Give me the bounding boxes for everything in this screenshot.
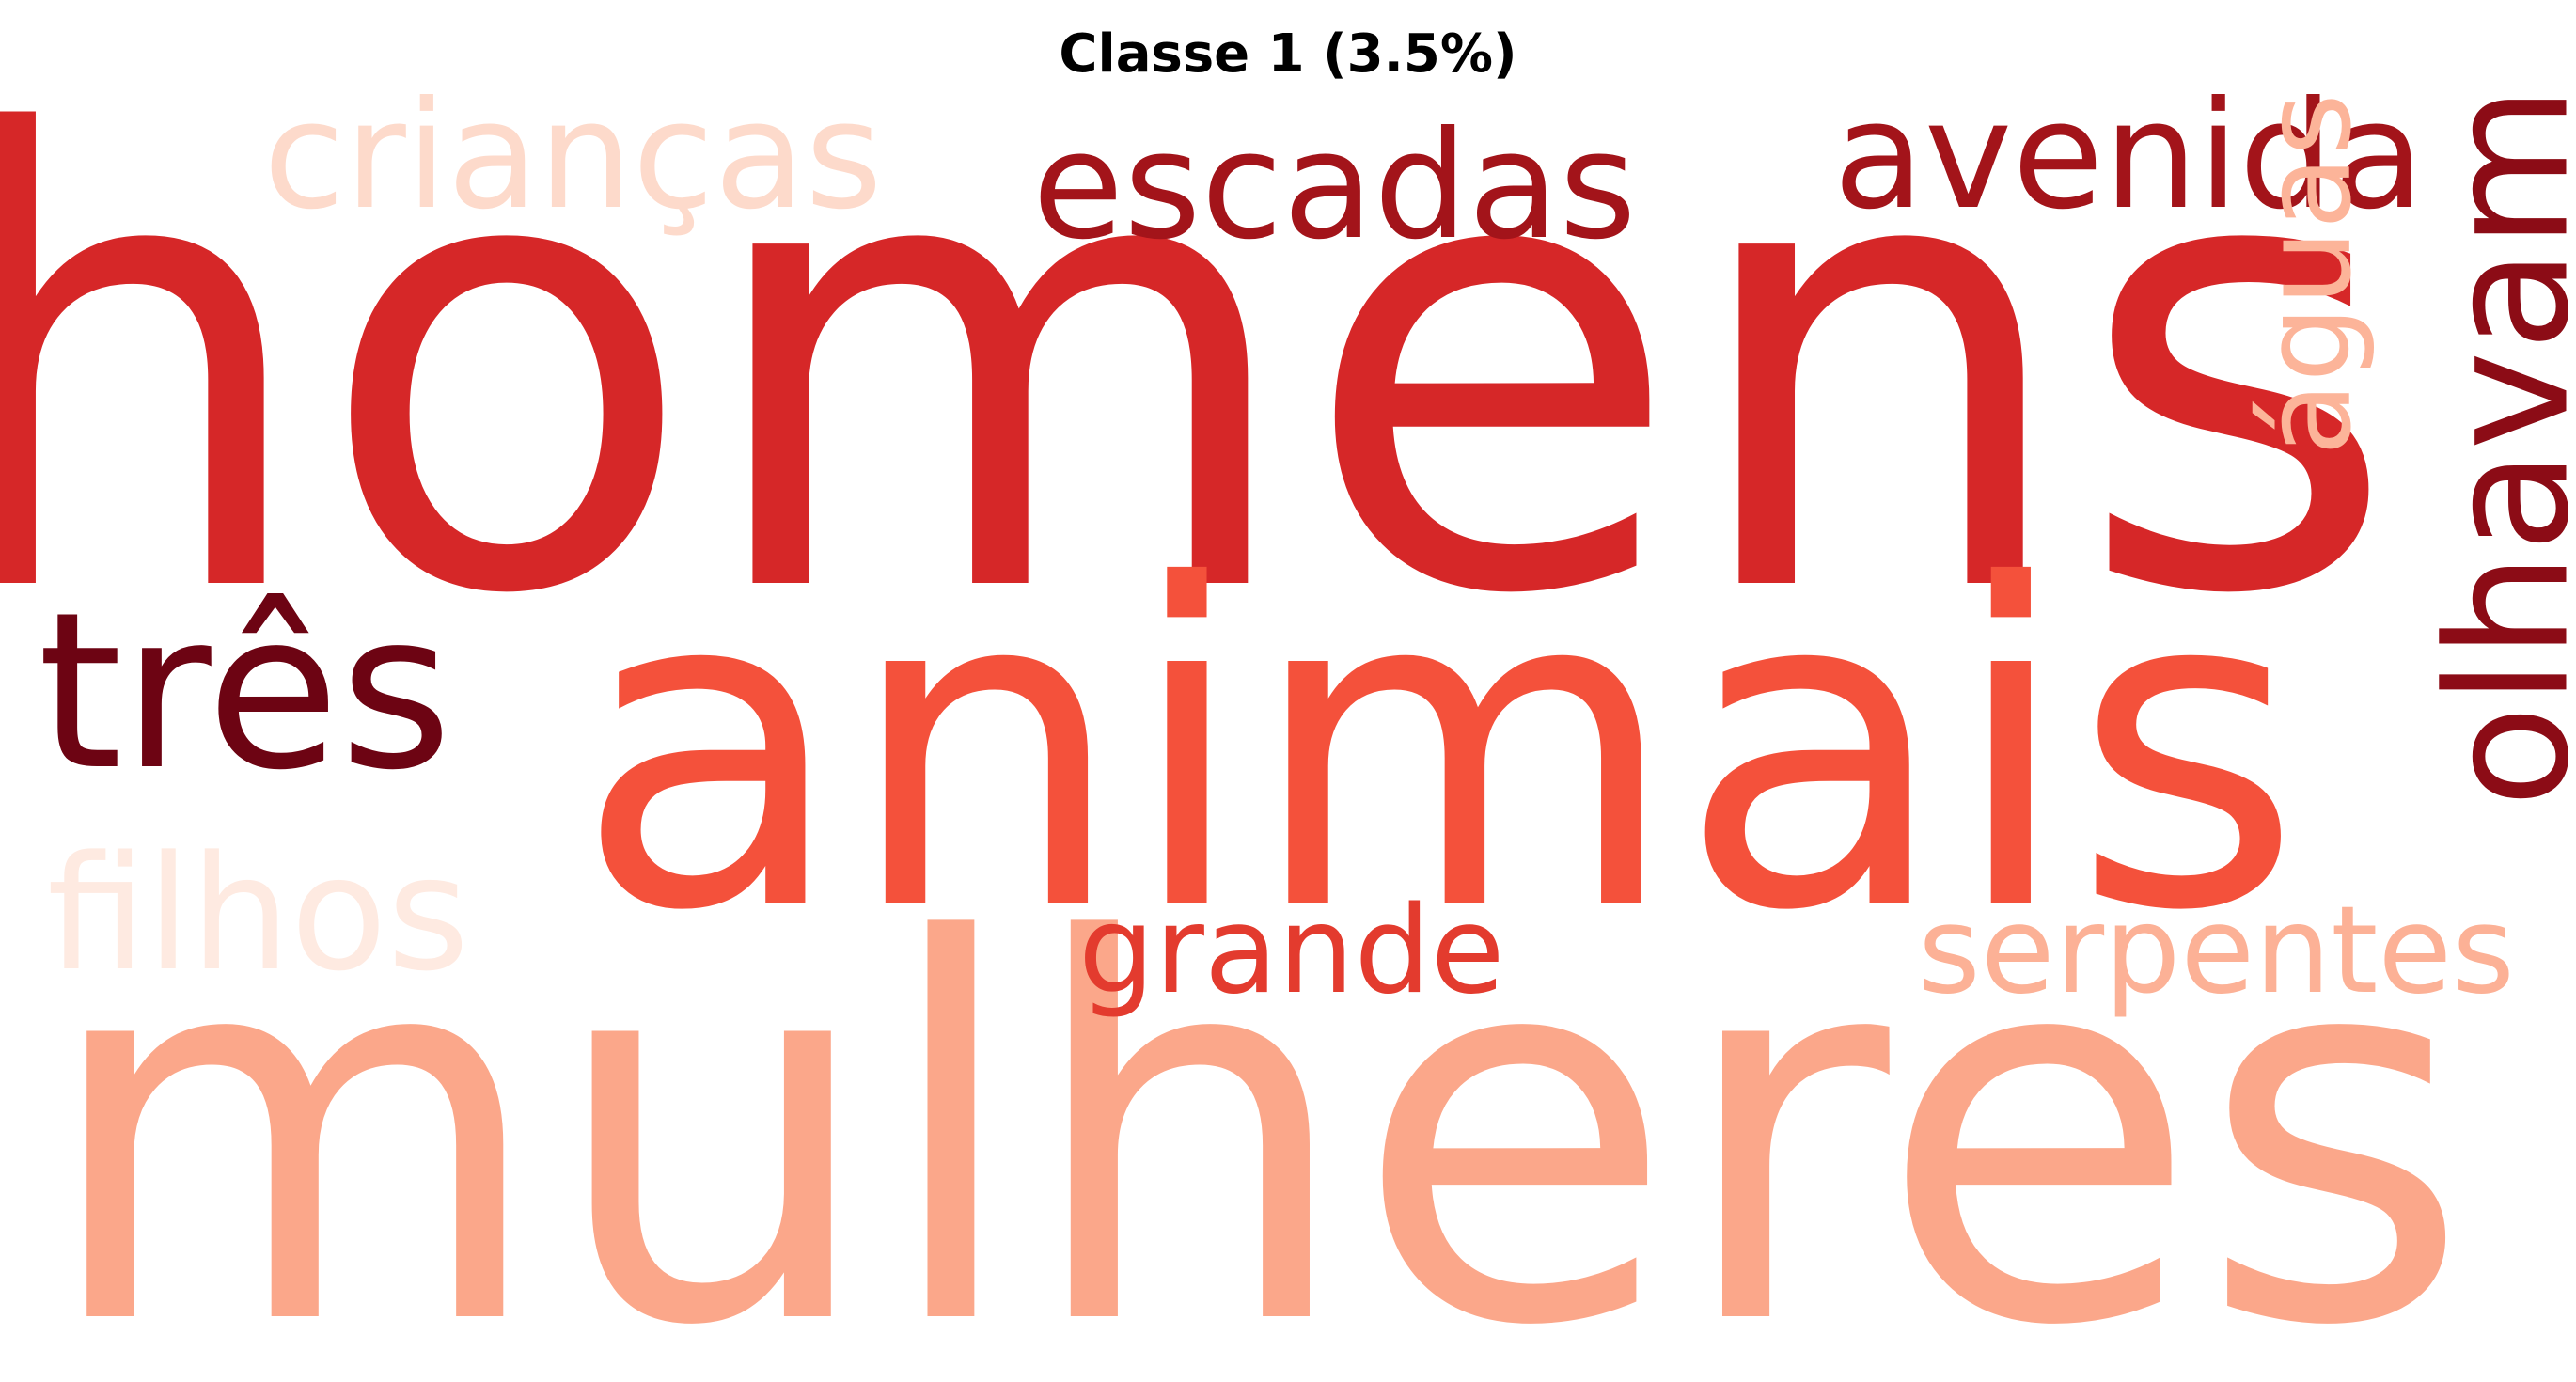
word-aguas: águas — [2238, 93, 2379, 456]
word-criancas: crianças — [263, 70, 883, 243]
page-title: Classe 1 (3.5%) — [1059, 24, 1517, 85]
word-grande: grande — [1078, 881, 1504, 1021]
word-homens: homens — [0, 7, 2399, 730]
word-olhavam: olhavam — [2411, 86, 2576, 808]
word-mulheres: mulheres — [39, 832, 2471, 1382]
word-tres: três — [38, 567, 452, 818]
word-filhos: filhos — [47, 822, 469, 1006]
word-serpentes: serpentes — [1918, 881, 2515, 1021]
word-avenida: avenida — [1833, 70, 2425, 243]
word-animais: animais — [574, 493, 2302, 1007]
word-escadas: escadas — [1032, 100, 1637, 273]
